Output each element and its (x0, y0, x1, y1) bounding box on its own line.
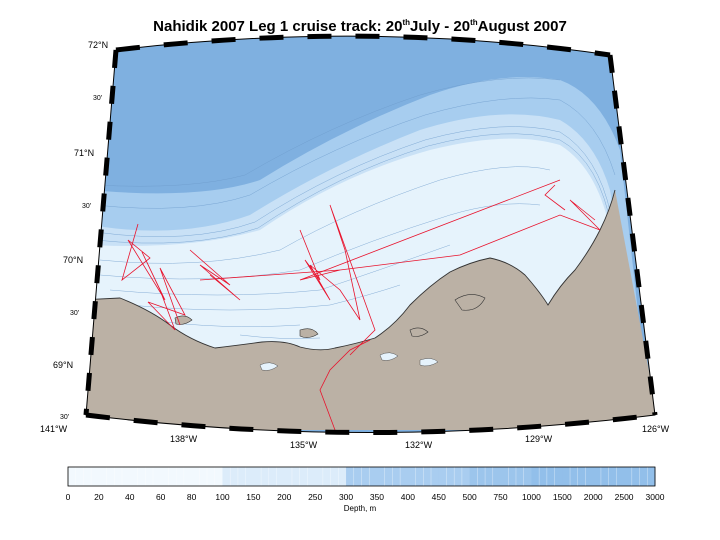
colorbar-tick-label: 40 (125, 492, 135, 502)
colorbar-tick-label: 20 (94, 492, 104, 502)
lon-label-141: 141°W (40, 424, 68, 434)
colorbar-tick-label: 350 (369, 492, 385, 502)
colorbar-title: Depth, m (343, 504, 377, 513)
colorbar-tick-label: 2500 (614, 492, 634, 502)
lon-label-129: 129°W (525, 434, 553, 444)
colorbar-tick-label: 400 (400, 492, 415, 502)
cruise-track (121, 179, 601, 431)
colorbar-tick-label: 750 (493, 492, 508, 502)
lon-label-126: 126°W (642, 424, 670, 434)
colorbar-tick-label: 500 (462, 492, 477, 502)
min-label-2: 30' (82, 203, 92, 210)
lat-label-69: 69°N (53, 360, 74, 370)
colorbar-tick-label: 250 (308, 492, 323, 502)
colorbar-tick-label: 100 (215, 492, 230, 502)
colorbar-tick-label: 2000 (583, 492, 603, 502)
lat-label-71: 71°N (74, 148, 95, 158)
colorbar (67, 466, 656, 487)
colorbar-tick-label: 1000 (521, 492, 541, 502)
colorbar-tick-label: 3000 (645, 492, 665, 502)
colorbar-swatch (68, 467, 100, 486)
min-label-3: 30' (70, 310, 80, 317)
colorbar-tick-label: 0 (65, 492, 71, 502)
colorbar-tick-label: 80 (186, 492, 197, 502)
lon-label-132: 132°W (405, 440, 433, 450)
colorbar-tick-label: 300 (338, 492, 354, 502)
colorbar-tick-label: 60 (155, 492, 166, 502)
colorbar-tick-label: 1500 (552, 492, 572, 502)
coastline (86, 189, 616, 351)
lat-label-72: 72°N (88, 40, 109, 50)
depth-contours (94, 77, 616, 339)
map-title: Nahidik 2007 Leg 1 cruise track: 20thJul… (153, 18, 567, 35)
colorbar-tick-label: 450 (431, 492, 446, 502)
lon-label-138: 138°W (170, 434, 198, 444)
land-mass (86, 190, 655, 430)
colorbar-tick-label: 200 (277, 492, 292, 502)
min-label-1: 30' (93, 95, 103, 102)
lon-label-135: 135°W (290, 440, 318, 450)
colorbar-swatch (315, 467, 347, 486)
colorbar-border (67, 466, 656, 487)
map-border-ticks (83, 33, 658, 435)
lat-label-70: 70°N (63, 255, 84, 265)
colorbar-swatch (407, 467, 440, 486)
lakes (259, 352, 439, 371)
min-label-4: 30' (60, 414, 70, 421)
colorbar-swatch (469, 467, 502, 486)
colorbar-tick-label: 150 (246, 492, 261, 502)
